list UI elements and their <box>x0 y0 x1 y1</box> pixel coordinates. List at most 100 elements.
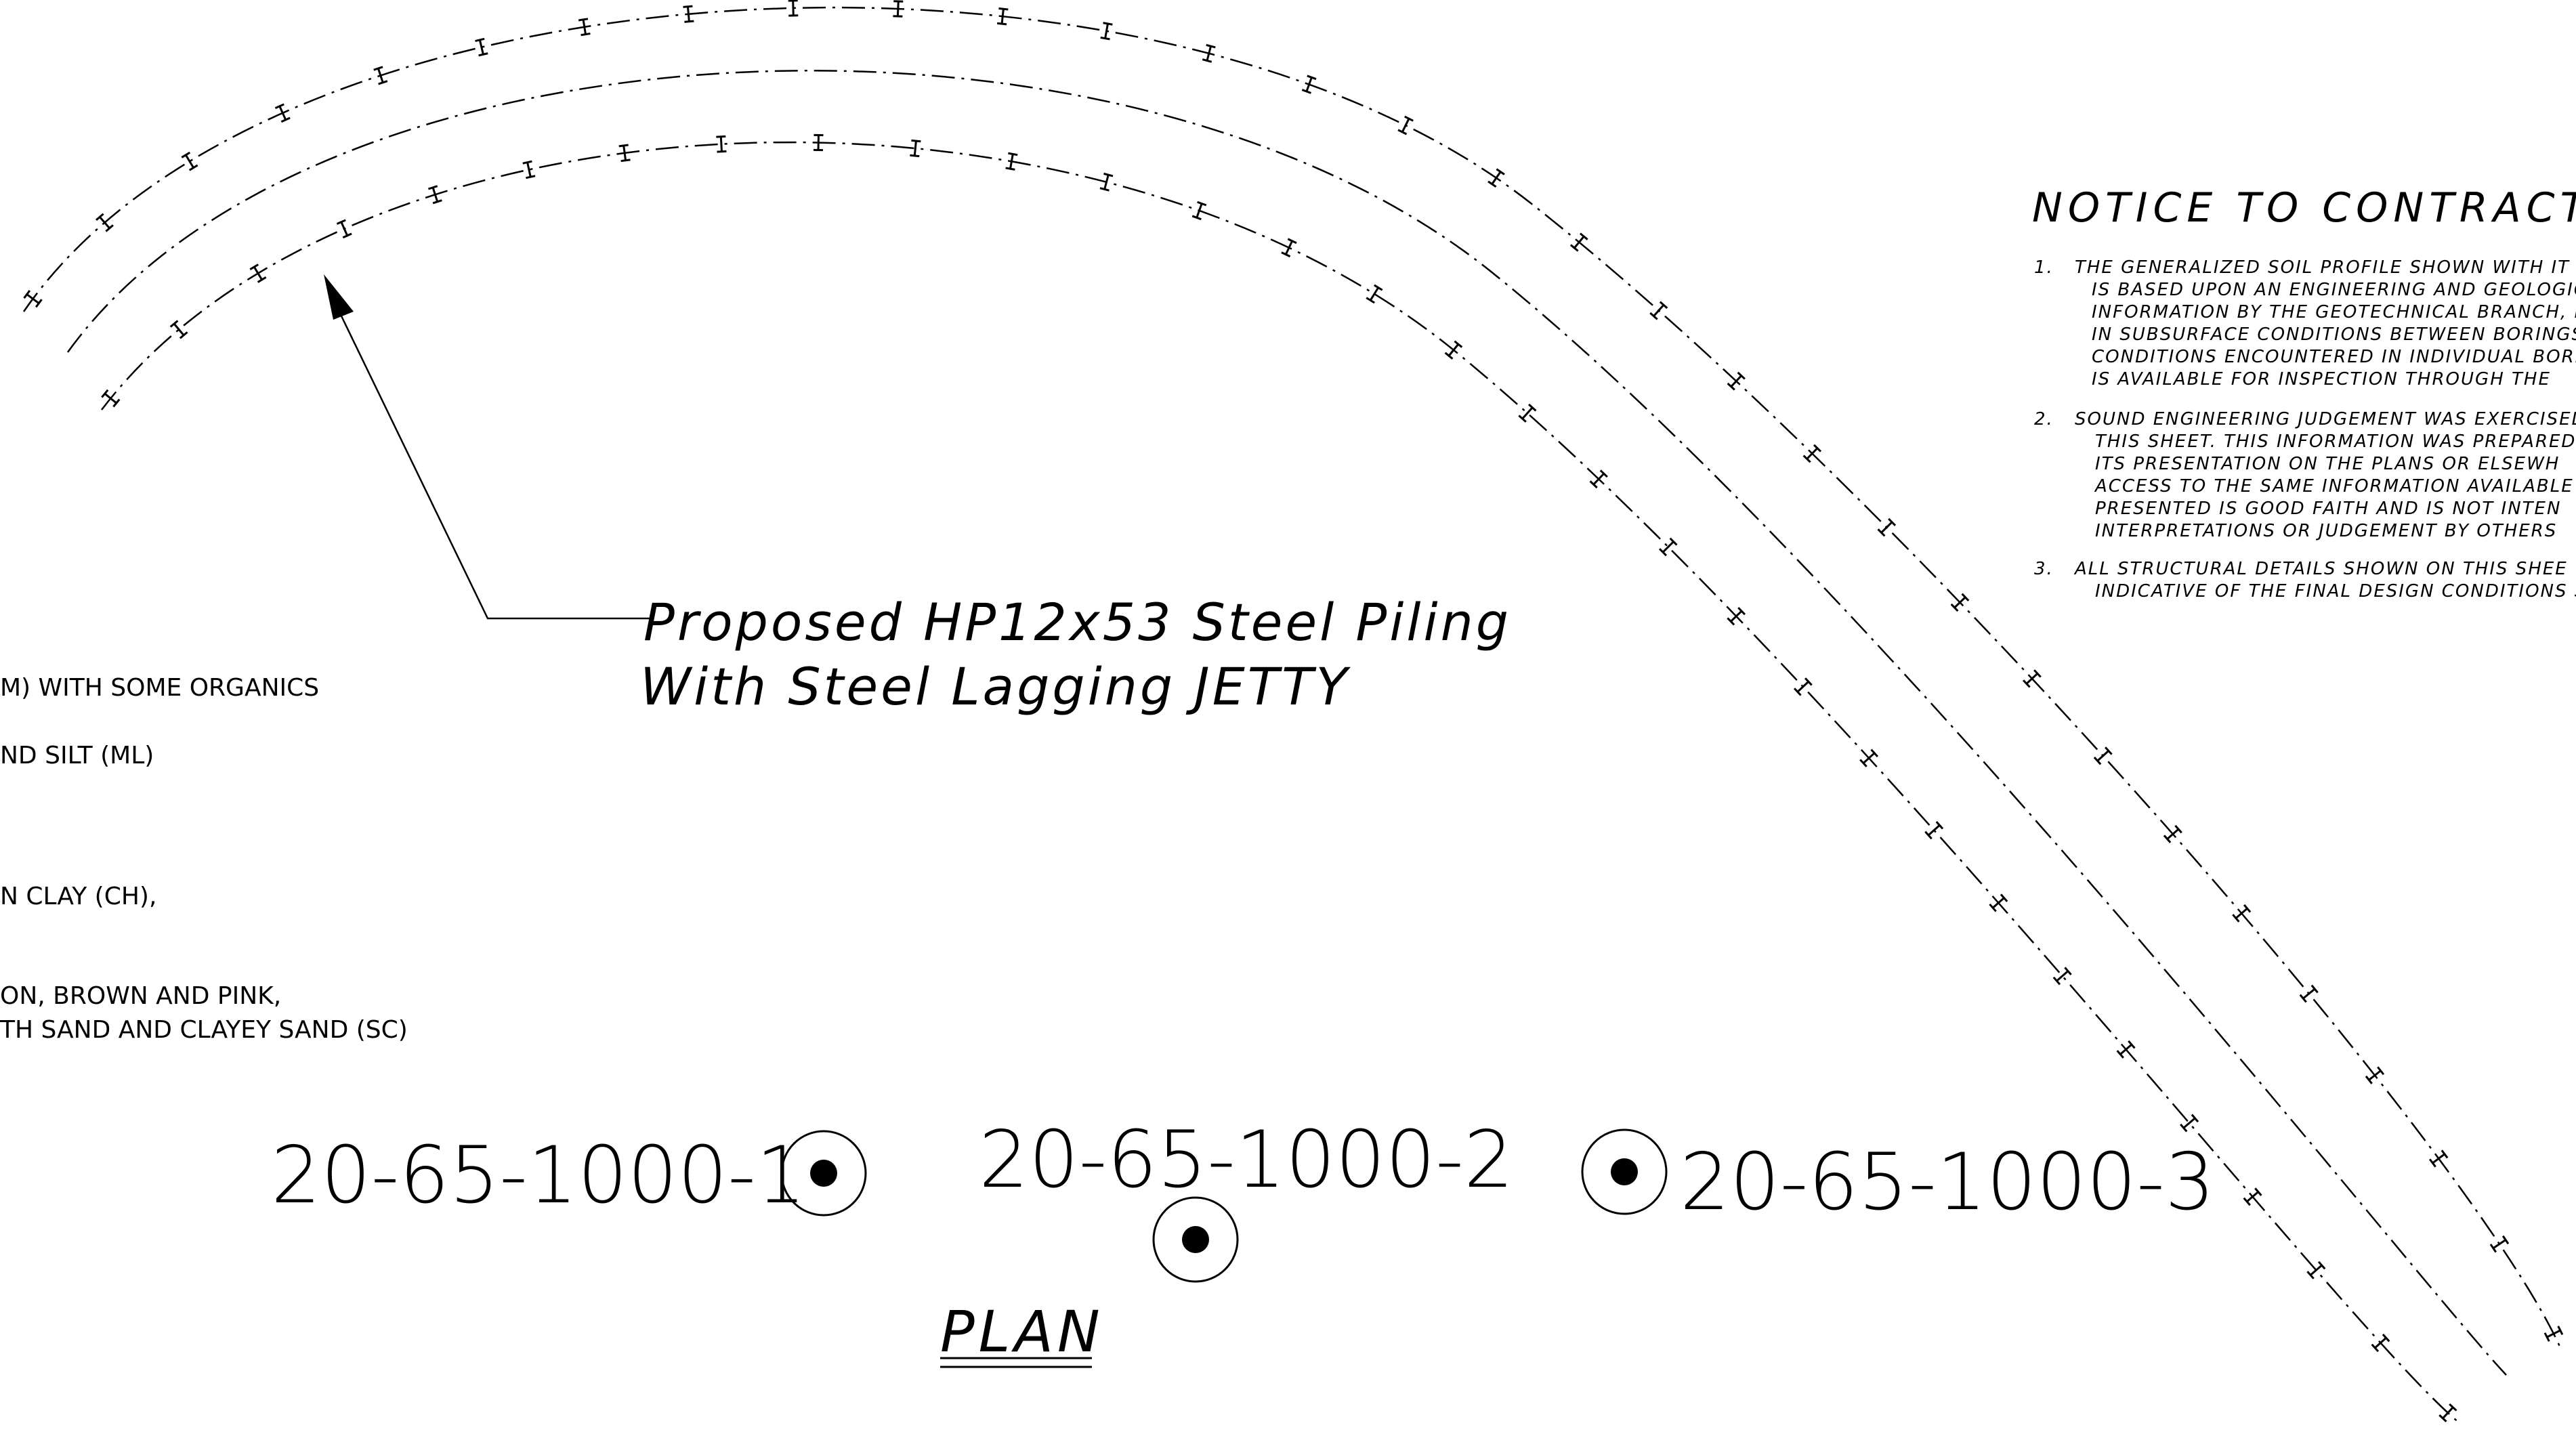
note-2-number: 2. <box>2034 409 2054 429</box>
inner-pile-marker <box>169 320 188 339</box>
note-3-line-2: INDICATIVE OF THE FINAL DESIGN CONDITION… <box>2095 581 2576 601</box>
jetty-outer-pile-line <box>22 6 2562 1349</box>
legend-line-5: TH SAND AND CLAYEY SAND (SC) <box>0 1016 408 1044</box>
note-1-line-5: CONDITIONS ENCOUNTERED IN INDIVIDUAL BOR… <box>2092 347 2576 367</box>
inner-pile-marker <box>522 160 536 180</box>
inner-pile-marker <box>336 219 352 239</box>
notice-title: NOTICE TO CONTRACTOR: <box>2032 184 2576 232</box>
inner-pile-marker <box>2180 1114 2199 1133</box>
inner-pile-marker <box>1518 403 1537 423</box>
boring-1-symbol <box>780 1130 867 1217</box>
outer-pile-marker <box>2093 746 2113 765</box>
outer-pile-marker <box>2299 984 2319 1003</box>
jetty-leader <box>324 274 650 620</box>
boring-3-dot <box>1611 1158 1638 1185</box>
note-1-line-4: IN SUBSURFACE CONDITIONS BETWEEN BORINGS <box>2092 324 2576 345</box>
jetty-centerline <box>66 70 2507 1376</box>
outer-pile-marker <box>23 290 43 308</box>
note-2: 2. SOUND ENGINEERING JUDGEMENT WAS EXERC… <box>2034 409 2576 541</box>
inner-pile-marker <box>1859 748 1879 767</box>
inner-pile-marker <box>618 144 631 163</box>
boring-1: 20-65-1000-1 <box>271 1130 867 1221</box>
leader-arrowhead <box>324 274 354 320</box>
outer-pile-marker <box>373 66 388 85</box>
plan-title-text: PLAN <box>940 1298 1104 1365</box>
jetty-label-line-2: With Steel Lagging JETTY <box>640 656 1351 717</box>
outer-pile-marker <box>2543 1326 2564 1342</box>
outer-pile-marker <box>2022 669 2042 688</box>
inner-pile-marker <box>1281 238 1297 257</box>
boring-3-symbol <box>1581 1128 1668 1215</box>
inner-pile-marker <box>1099 172 1114 192</box>
pile-markers <box>23 0 2564 1422</box>
boring-3: 20-65-1000-3 <box>1581 1128 2215 1228</box>
outer-pile-marker <box>2489 1235 2510 1253</box>
outer-pile-marker <box>1487 168 1505 188</box>
note-1-line-1: THE GENERALIZED SOIL PROFILE SHOWN WITH … <box>2075 257 2570 278</box>
outer-pile-marker <box>1649 301 1668 320</box>
outer-pile-marker <box>96 213 114 232</box>
note-1-line-3: INFORMATION BY THE GEOTECHNICAL BRANCH, … <box>2092 302 2576 322</box>
outer-pile-marker <box>788 0 799 17</box>
outer-pile-marker <box>1950 593 1970 612</box>
inner-pile-marker <box>813 133 824 152</box>
notice-to-contractor: NOTICE TO CONTRACTOR: 1. THE GENERALIZED… <box>2032 184 2576 601</box>
outer-pile-marker <box>1301 75 1317 94</box>
jetty-alignment <box>22 6 2562 1423</box>
boring-1-dot <box>810 1160 837 1187</box>
inner-pile-marker <box>1727 607 1746 626</box>
outer-pile-marker <box>1202 43 1216 63</box>
note-3: 3. ALL STRUCTURAL DETAILS SHOWN ON THIS … <box>2034 559 2576 601</box>
legend-line-4: ON, BROWN AND PINK, <box>0 982 281 1010</box>
outer-pile-marker <box>578 18 591 37</box>
legend-line-1: M) WITH SOME ORGANICS <box>0 674 319 702</box>
outer-pile-marker <box>1100 22 1113 41</box>
note-1-line-2: IS BASED UPON AN ENGINEERING AND GEOLOGI… <box>2092 280 2576 300</box>
inner-pile-marker <box>427 185 442 205</box>
note-2-line-4: ACCESS TO THE SAME INFORMATION AVAILABLE <box>2094 476 2574 497</box>
inner-pile-marker <box>1793 677 1813 696</box>
boring-2-dot <box>1182 1226 1209 1253</box>
note-1-number: 1. <box>2034 257 2054 278</box>
outer-pile-marker <box>893 0 904 18</box>
note-1: 1. THE GENERALIZED SOIL PROFILE SHOWN WI… <box>2034 257 2576 389</box>
boring-2: 20-65-1000-2 <box>979 1114 1514 1283</box>
inner-pile-marker <box>1366 284 1383 304</box>
inner-pile-marker <box>716 135 727 153</box>
outer-pile-marker <box>2365 1066 2385 1084</box>
inner-pile-marker <box>1589 469 1608 489</box>
outer-pile-marker <box>2429 1149 2449 1168</box>
inner-pile-marker <box>101 389 121 408</box>
inner-pile-marker <box>910 139 921 158</box>
note-2-line-5: PRESENTED IS GOOD FAITH AND IS NOT INTEN <box>2095 499 2561 519</box>
outer-pile-marker <box>683 5 694 23</box>
inner-pile-marker <box>1924 821 1944 840</box>
boring-2-label: 20-65-1000-2 <box>979 1114 1514 1206</box>
inner-pile-marker <box>1191 200 1207 221</box>
outer-pile-marker <box>1802 444 1822 463</box>
note-2-line-2: THIS SHEET. THIS INFORMATION WAS PREPARE… <box>2095 431 2576 452</box>
boring-1-label: 20-65-1000-1 <box>271 1130 806 1221</box>
note-3-number: 3. <box>2034 559 2054 579</box>
outer-pile-marker <box>1397 115 1414 135</box>
outer-pile-marker <box>996 7 1009 26</box>
outer-pile-marker <box>2163 824 2182 843</box>
leader-line <box>334 303 650 620</box>
legend-line-3: N CLAY (CH), <box>0 883 156 910</box>
inner-pile-marker <box>2306 1261 2326 1280</box>
legend-line-2: ND SILT (ML) <box>0 742 154 769</box>
plan-title: PLAN <box>940 1298 1104 1368</box>
note-2-line-3: ITS PRESENTATION ON THE PLANS OR ELSEWH <box>2095 454 2560 474</box>
inner-pile-marker <box>2371 1333 2390 1353</box>
inner-pile-marker <box>1444 340 1463 360</box>
jetty-inner-pile-line <box>101 141 2459 1423</box>
note-1-line-6: IS AVAILABLE FOR INSPECTION THROUGH THE <box>2092 369 2551 389</box>
outer-pile-marker <box>475 37 488 57</box>
outer-pile-marker <box>181 151 198 171</box>
inner-pile-marker <box>249 263 267 283</box>
note-2-line-1: SOUND ENGINEERING JUDGEMENT WAS EXERCISE… <box>2075 409 2576 429</box>
soil-legend: M) WITH SOME ORGANICS ND SILT (ML) N CLA… <box>0 674 408 1044</box>
inner-pile-marker <box>2116 1040 2136 1059</box>
boring-2-symbol <box>1152 1196 1239 1283</box>
